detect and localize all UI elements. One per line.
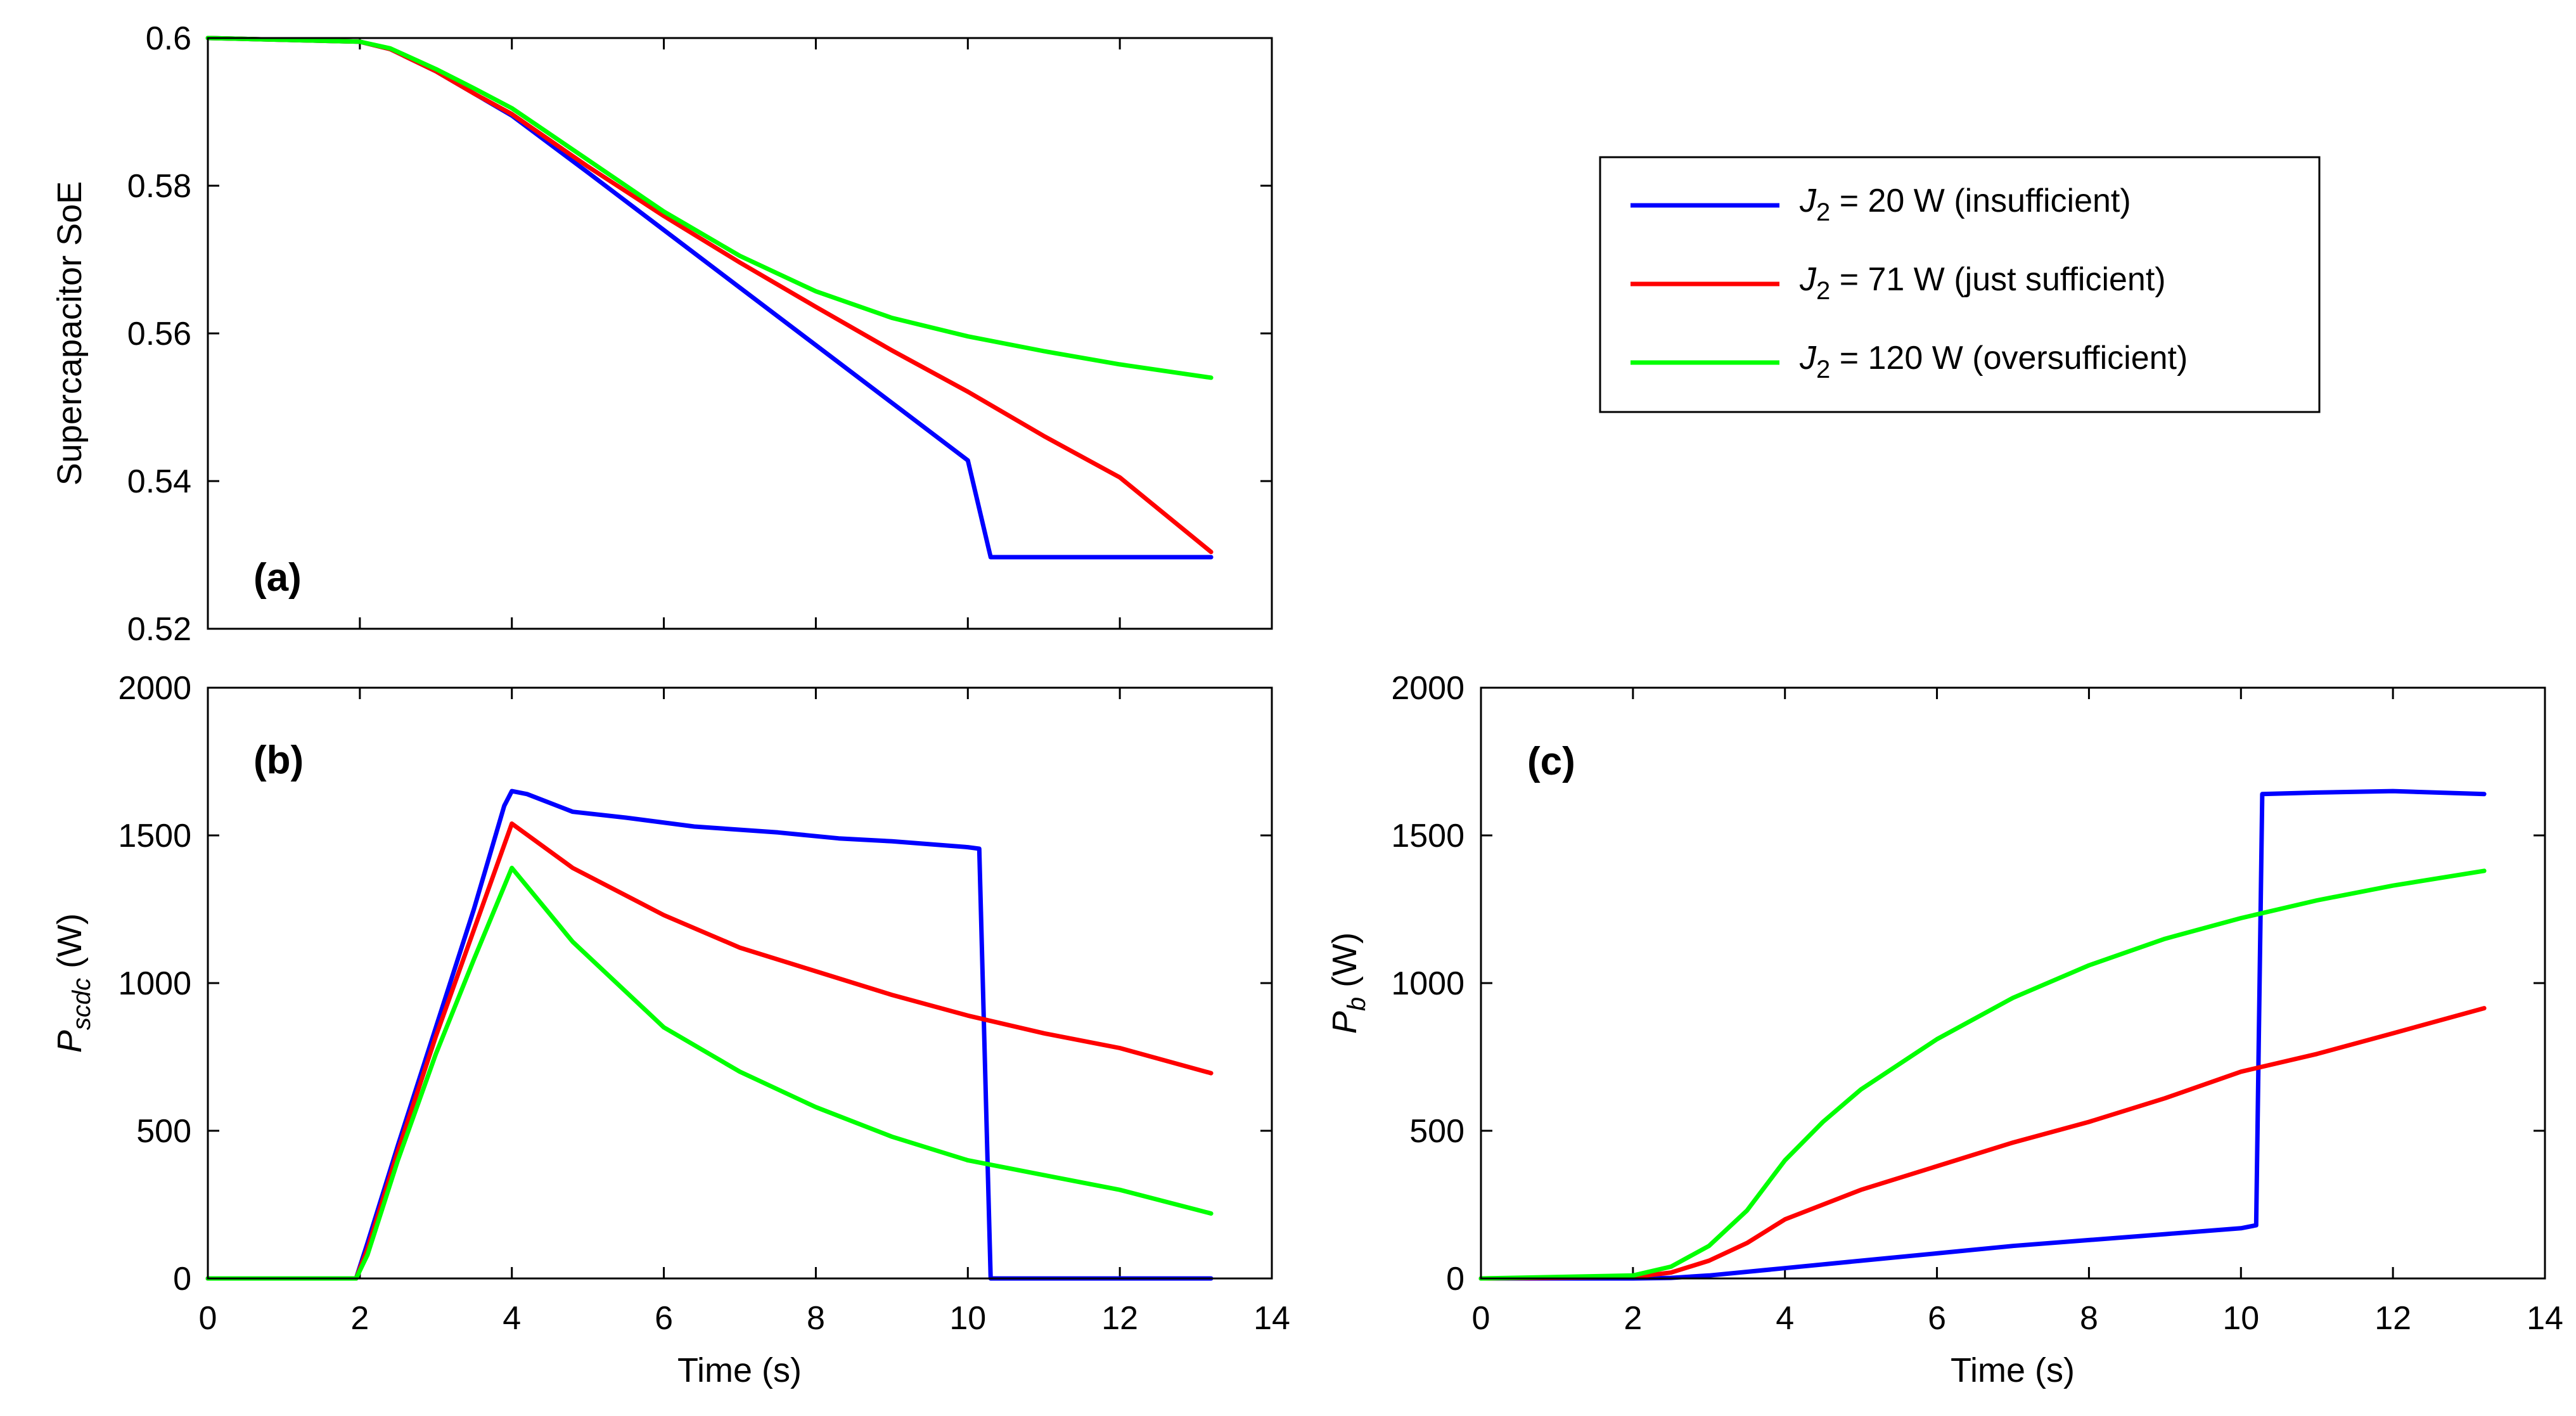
panel-c-ytick-label: 1000	[1391, 965, 1464, 1002]
panel-b-label: (b)	[253, 738, 304, 782]
panel-c-xtick-label: 12	[2374, 1300, 2411, 1337]
legend-subscript-just-sufficient: 2	[1816, 277, 1830, 305]
panel-c-ylabel: Pb (W)	[1326, 932, 1371, 1034]
panel-c-ytick-label: 0	[1446, 1261, 1464, 1297]
panel-b-series-oversufficient	[205, 865, 1214, 1281]
legend-label-oversufficient: = 120 W (oversufficient)	[1830, 340, 2188, 377]
panel-b-ytick-label: 1500	[118, 818, 191, 854]
panel-c-ytick-label: 2000	[1391, 670, 1464, 707]
panel-a-series-oversufficient	[205, 35, 1214, 380]
panel-a-series-insufficient	[205, 35, 1214, 560]
legend-subscript-oversufficient: 2	[1816, 356, 1830, 383]
panel-c-xtick-label: 2	[1624, 1300, 1642, 1337]
panel-a-ytick-label: 0.56	[127, 316, 191, 352]
panel-c-xtick-label: 14	[2527, 1300, 2563, 1337]
panel-c-ylabel-unit: (W)	[1326, 932, 1364, 997]
panel-b-ylabel-symbol: P	[51, 1030, 89, 1053]
panel-b-ytick-label: 0	[173, 1261, 191, 1297]
panel-c-xtick-label: 4	[1776, 1300, 1794, 1337]
panel-c-series-oversufficient	[1478, 868, 2487, 1281]
panel-c-label: (c)	[1527, 740, 1575, 783]
panel-c-frame	[1480, 686, 2546, 1280]
panel-b-xtick-label: 12	[1101, 1300, 1138, 1337]
legend-label-insufficient: = 20 W (insufficient)	[1830, 183, 2131, 219]
panel-c-ylabel-subscript: b	[1343, 997, 1371, 1011]
panel-c-pb-chart: 0 2 4 6 8 10 12 14 0 500 1000 1500 2000 (c) Time (s)…	[1326, 670, 2563, 1389]
panel-b-ylabel-subscript: scdc	[68, 978, 96, 1030]
legend-symbol-oversufficient: J	[1799, 340, 1817, 377]
panel-c-series-just-sufficient	[1478, 1006, 2487, 1281]
panel-b-xtick-label: 2	[350, 1300, 369, 1337]
panel-a-ytick-label: 0.6	[146, 20, 191, 57]
panel-b-pscdc-chart: 0 2 4 6 8 10 12 14 0 500 1000 1500 2000 (b) Time (s)…	[51, 670, 1290, 1389]
legend-entry-oversufficient: J2 = 120 W (oversufficient)	[1799, 340, 2188, 383]
panel-a-ytick-label: 0.58	[127, 168, 191, 205]
panel-a-soe-chart: 0.52 0.54 0.56 0.58 0.6 (a) Supercapacitor S…	[51, 20, 1273, 648]
panel-c-ytick-label: 1500	[1391, 818, 1464, 854]
panel-b-series-just-sufficient	[205, 821, 1214, 1281]
panel-b-ytick-label: 500	[136, 1113, 191, 1150]
legend-symbol-insufficient: J	[1799, 183, 1817, 219]
panel-a-ytick-label: 0.54	[127, 463, 191, 500]
panel-c-xtick-label: 6	[1928, 1300, 1946, 1337]
panel-a-series-just-sufficient	[205, 35, 1214, 555]
legend-subscript-insufficient: 2	[1816, 198, 1830, 226]
panel-b-xtick-label: 10	[949, 1300, 986, 1337]
panel-b-ylabel: Pscdc (W)	[51, 913, 96, 1053]
panel-c-xtick-label: 8	[2080, 1300, 2098, 1337]
legend-label-just-sufficient: = 71 W (just sufficient)	[1830, 261, 2165, 298]
panel-b-xlabel: Time (s)	[677, 1351, 802, 1389]
panel-a-label: (a)	[253, 556, 302, 600]
panel-a-frame	[207, 37, 1273, 630]
panel-c-xlabel: Time (s)	[1951, 1351, 2075, 1389]
panel-c-xtick-label: 10	[2222, 1300, 2259, 1337]
panel-b-xtick-label: 8	[807, 1300, 825, 1337]
legend-entry-just-sufficient: J2 = 71 W (just sufficient)	[1799, 261, 2166, 305]
panel-b-ytick-label: 1000	[118, 965, 191, 1002]
panel-b-ylabel-unit: (W)	[51, 913, 89, 978]
legend-entry-insufficient: J2 = 20 W (insufficient)	[1799, 183, 2131, 226]
panel-b-xtick-label: 6	[655, 1300, 673, 1337]
legend-symbol-just-sufficient: J	[1799, 261, 1817, 298]
panel-a-ytick-label: 0.52	[127, 611, 191, 648]
panel-b-ytick-label: 2000	[118, 670, 191, 707]
panel-c-ytick-label: 500	[1409, 1113, 1464, 1150]
panel-c-series-insufficient	[1478, 788, 2487, 1281]
panel-c-xtick-label: 0	[1472, 1300, 1490, 1337]
panel-b-xtick-label: 0	[199, 1300, 217, 1337]
legend: J2 = 20 W (insufficient) J2 = 71 W (just…	[1599, 156, 2321, 413]
panel-c-ylabel-symbol: P	[1326, 1011, 1364, 1034]
panel-a-ylabel: Supercapacitor SoE	[51, 181, 89, 486]
panel-b-xtick-label: 4	[503, 1300, 521, 1337]
panel-b-xtick-label: 14	[1253, 1300, 1290, 1337]
panel-b-frame	[207, 686, 1273, 1280]
